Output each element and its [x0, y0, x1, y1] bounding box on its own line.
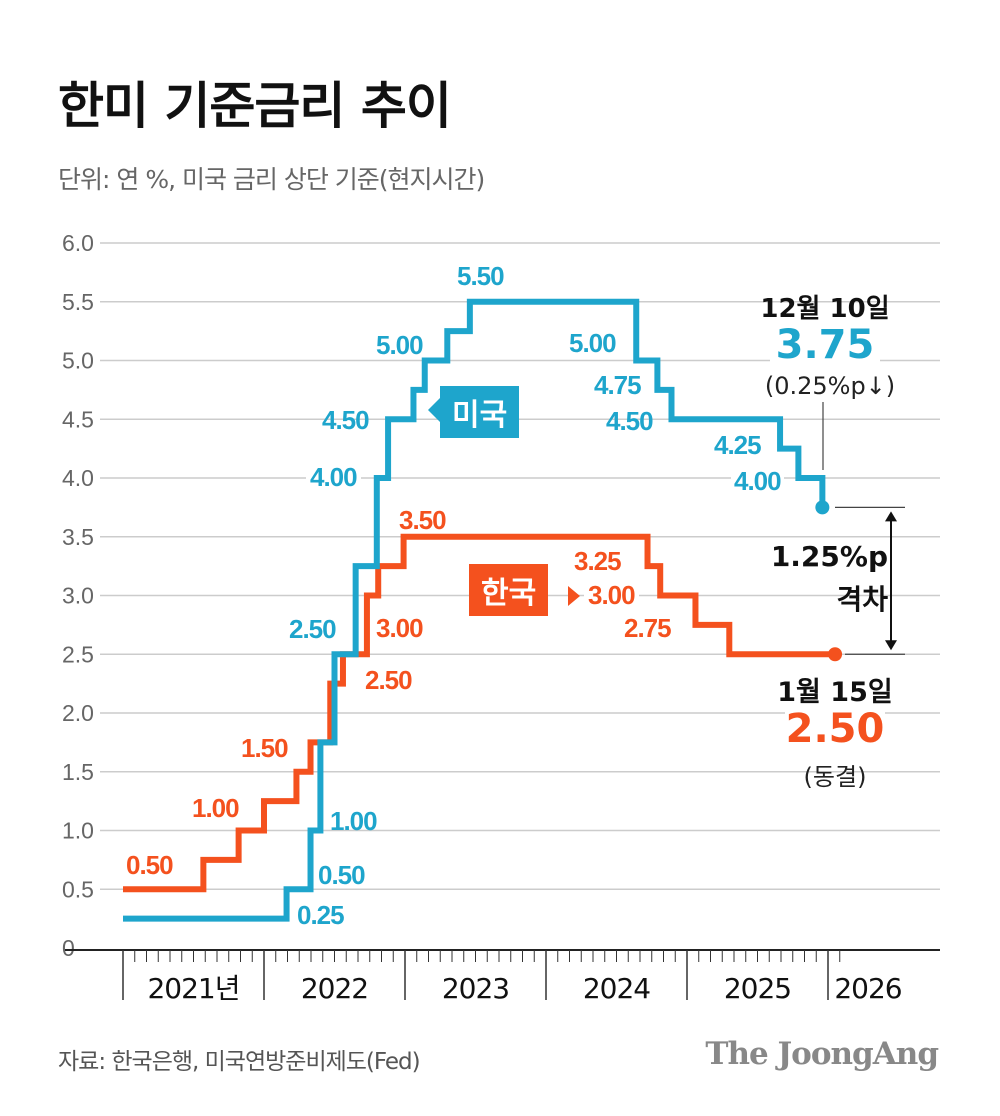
source-note: 자료: 한국은행, 미국연방준비제도(Fed) — [58, 1049, 421, 1075]
us-label-5.50: 5.50 — [457, 261, 505, 291]
gap-value: 1.25%p — [770, 540, 888, 573]
us-label-4.25: 4.25 — [714, 430, 762, 460]
y-tick-label: 6.0 — [62, 230, 94, 256]
x-tick-label: 2026 — [834, 972, 901, 1005]
kr-change: (동결) — [803, 763, 867, 791]
us-label-5.00: 5.00 — [376, 330, 424, 360]
x-tick-label: 2021년 — [147, 972, 239, 1005]
kr-label-1.00: 1.00 — [192, 793, 240, 823]
kr-label-0.50: 0.50 — [126, 850, 174, 880]
kr-label-3.00-cut: 3.00 — [584, 580, 639, 611]
kr-latest-value: 2.50 — [785, 706, 885, 752]
us-label-2.50: 2.50 — [289, 614, 337, 644]
gap-arrow-down-icon — [885, 640, 897, 651]
chart-title: 한미 기준금리 추이 — [58, 77, 452, 135]
legend-tag-us: 미국 — [440, 386, 520, 438]
gap-label: 격차 — [836, 583, 888, 616]
y-tick-label: 1.5 — [62, 759, 94, 785]
kr-label-2.75: 2.75 — [624, 613, 672, 643]
y-tick-label: 3.5 — [62, 524, 94, 550]
us-label-4.50-cut: 4.50 — [606, 406, 654, 436]
kr-latest-dot — [828, 647, 843, 662]
kr-label-2.50: 2.50 — [365, 665, 413, 695]
y-tick-label: 4.5 — [62, 406, 94, 432]
us-label-0.25: 0.25 — [297, 900, 345, 930]
legend-us-pointer-icon — [428, 398, 440, 422]
x-tick-label: 2023 — [442, 972, 509, 1005]
y-tick-label: 2.0 — [62, 700, 94, 726]
us-latest-dot — [815, 500, 830, 515]
chart-subtitle: 단위: 연 %, 미국 금리 상단 기준(현지시간) — [58, 165, 485, 194]
us-label-4.00-cut: 4.00 — [731, 466, 784, 497]
us-label-4.00: 4.00 — [306, 462, 361, 493]
y-tick-label: 5.5 — [62, 289, 94, 315]
y-tick-label: 4.0 — [62, 465, 94, 491]
kr-label-3.00: 3.00 — [376, 613, 424, 643]
us-change: (0.25%p↓) — [764, 372, 896, 400]
y-tick-label: 2.5 — [62, 641, 94, 667]
x-tick-label: 2022 — [301, 972, 368, 1005]
legend-kr-pointer-icon — [568, 586, 580, 606]
us-label-4.50: 4.50 — [322, 405, 370, 435]
y-tick-label: 5.0 — [62, 348, 94, 374]
kr-label-3.50: 3.50 — [399, 505, 447, 535]
us-date: 12월 10일 — [760, 294, 890, 324]
us-label-4.75: 4.75 — [594, 370, 642, 400]
legend-tag-kr: 한국 — [469, 564, 549, 616]
us-latest-value: 3.75 — [770, 322, 880, 368]
y-tick-label: 0 — [62, 935, 75, 961]
us-rate-line — [123, 298, 826, 922]
us-label-1.00: 1.00 — [330, 806, 378, 836]
y-tick-label: 1.0 — [62, 818, 94, 844]
x-tick-label: 2024 — [583, 972, 650, 1005]
kr-label-1.50: 1.50 — [241, 733, 289, 763]
us-label-0.50: 0.50 — [318, 860, 366, 890]
brand-logo: The JoongAng — [705, 1036, 939, 1072]
kr-date: 1월 15일 — [777, 677, 893, 708]
us-label-5.00-cut: 5.00 — [569, 328, 617, 358]
y-tick-label: 0.5 — [62, 876, 94, 902]
gap-arrow-up-icon — [885, 511, 897, 522]
y-tick-label: 3.0 — [62, 583, 94, 609]
kr-label-3.25: 3.25 — [574, 546, 622, 576]
x-tick-label: 2025 — [724, 972, 791, 1005]
